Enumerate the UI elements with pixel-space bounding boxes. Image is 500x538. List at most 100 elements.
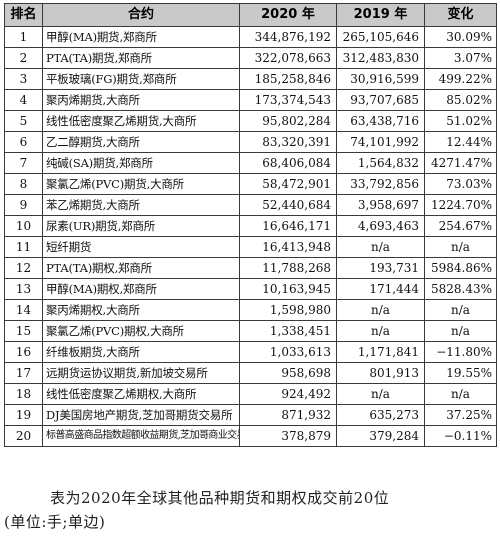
rank-cell: 8 [4,173,43,195]
contract-name-cell: 远期货运协议期货,新加坡交易所 [42,362,240,384]
table-row: 9 苯乙烯期货,大商所 52,440,684 3,958,697 1224.70% [4,194,497,216]
contract-name-cell: 尿素(UR)期货,郑商所 [42,215,240,237]
contract-name-cell: 标普高盛商品指数超额收益期货,芝加哥商业交易所 [42,425,240,447]
contract-name-cell: 平板玻璃(FG)期货,郑商所 [42,68,240,90]
table-row: 18 线性低密度聚乙烯期权,大商所 924,492 n/a n/a [4,383,497,405]
volume-2019-cell: 635,273 [336,404,425,426]
volume-2020-cell: 52,440,684 [239,194,337,216]
header-2019: 2019 年 [336,3,425,27]
table-row: 17 远期货运协议期货,新加坡交易所 958,698 801,913 19.55% [4,362,497,384]
change-cell: −0.11% [424,425,497,447]
table-row: 14 聚丙烯期权,大商所 1,598,980 n/a n/a [4,299,497,321]
table-caption: 表为2020年全球其他品种期货和期权成交前20位 (单位:手;单边) [4,486,496,534]
change-cell: 37.25% [424,404,497,426]
volume-2019-cell: 171,444 [336,278,425,300]
change-cell: n/a [424,299,497,321]
rank-cell: 2 [4,47,43,69]
caption-title: 表为2020年全球其他品种期货和期权成交前20位 [50,489,390,507]
header-change: 变化 [424,3,497,27]
table-row: 13 甲醇(MA)期权,郑商所 10,163,945 171,444 5828.43% [4,278,497,300]
change-cell: 254.67% [424,215,497,237]
rank-cell: 14 [4,299,43,321]
rank-cell: 15 [4,320,43,342]
volume-2019-cell: 312,483,830 [336,47,425,69]
change-cell: 5828.43% [424,278,497,300]
volume-2019-cell: 193,731 [336,257,425,279]
table-row: 16 纤维板期货,大商所 1,033,613 1,171,841 −11.80% [4,341,497,363]
rank-cell: 3 [4,68,43,90]
table-row: 6 乙二醇期货,大商所 83,320,391 74,101,992 12.44% [4,131,497,153]
change-cell: 1224.70% [424,194,497,216]
change-cell: 30.09% [424,26,497,48]
table-row: 8 聚氯乙烯(PVC)期货,大商所 58,472,901 33,792,856 73.0… [4,173,497,195]
volume-2020-cell: 871,932 [239,404,337,426]
rank-cell: 11 [4,236,43,258]
volume-2019-cell: n/a [336,299,425,321]
volume-2020-cell: 83,320,391 [239,131,337,153]
volume-2020-cell: 185,258,846 [239,68,337,90]
volume-2019-cell: 1,171,841 [336,341,425,363]
rank-cell: 13 [4,278,43,300]
volume-2020-cell: 11,788,268 [239,257,337,279]
volume-2020-cell: 322,078,663 [239,47,337,69]
contract-name-cell: 聚丙烯期权,大商所 [42,299,240,321]
volume-2020-cell: 958,698 [239,362,337,384]
header-rank: 排名 [4,3,43,27]
table-row: 7 纯碱(SA)期货,郑商所 68,406,084 1,564,832 4271.47% [4,152,497,174]
change-cell: n/a [424,320,497,342]
volume-2019-cell: 379,284 [336,425,425,447]
contract-name-cell: 聚氯乙烯(PVC)期货,大商所 [42,173,240,195]
volume-2019-cell: 93,707,685 [336,89,425,111]
volume-2019-cell: n/a [336,383,425,405]
table-row: 2 PTA(TA)期货,郑商所 322,078,663 312,483,830 3.07… [4,47,497,69]
change-cell: 19.55% [424,362,497,384]
volume-2020-cell: 10,163,945 [239,278,337,300]
rank-cell: 1 [4,26,43,48]
change-cell: −11.80% [424,341,497,363]
volume-2020-cell: 58,472,901 [239,173,337,195]
table-row: 19 DJ美国房地产期货,芝加哥期货交易所 871,932 635,273 37.25% [4,404,497,426]
ranking-table-container: 排名 合约 2020 年 2019 年 变化 1 甲醇(MA)期货,郑商所 344,… [4,3,497,447]
volume-2020-cell: 1,338,451 [239,320,337,342]
volume-2019-cell: 3,958,697 [336,194,425,216]
contract-name-cell: 乙二醇期货,大商所 [42,131,240,153]
table-row: 15 聚氯乙烯(PVC)期权,大商所 1,338,451 n/a n/a [4,320,497,342]
volume-2019-cell: n/a [336,320,425,342]
contract-name-cell: 短纤期货 [42,236,240,258]
rank-cell: 16 [4,341,43,363]
table-row: 11 短纤期货 16,413,948 n/a n/a [4,236,497,258]
change-cell: 5984.86% [424,257,497,279]
contract-name-cell: 纤维板期货,大商所 [42,341,240,363]
rank-cell: 9 [4,194,43,216]
volume-2020-cell: 924,492 [239,383,337,405]
change-cell: 51.02% [424,110,497,132]
volume-2019-cell: 30,916,599 [336,68,425,90]
table-row: 5 线性低密度聚乙烯期货,大商所 95,802,284 63,438,716 51.02… [4,110,497,132]
rank-cell: 10 [4,215,43,237]
contract-name-cell: 纯碱(SA)期货,郑商所 [42,152,240,174]
rank-cell: 19 [4,404,43,426]
change-cell: 85.02% [424,89,497,111]
header-contract: 合约 [42,3,240,27]
volume-2019-cell: n/a [336,236,425,258]
contract-name-cell: 甲醇(MA)期货,郑商所 [42,26,240,48]
change-cell: 73.03% [424,173,497,195]
contract-name-cell: PTA(TA)期权,郑商所 [42,257,240,279]
volume-2020-cell: 344,876,192 [239,26,337,48]
contract-name-cell: DJ美国房地产期货,芝加哥期货交易所 [42,404,240,426]
table-body: 1 甲醇(MA)期货,郑商所 344,876,192 265,105,646 30.09… [4,26,497,447]
rank-cell: 20 [4,425,43,447]
contract-name-cell: 甲醇(MA)期权,郑商所 [42,278,240,300]
rank-cell: 4 [4,89,43,111]
table-row: 20 标普高盛商品指数超额收益期货,芝加哥商业交易所 378,879 379,284−… [4,425,497,447]
table-row: 1 甲醇(MA)期货,郑商所 344,876,192 265,105,646 30.09… [4,26,497,48]
volume-2020-cell: 95,802,284 [239,110,337,132]
rank-cell: 7 [4,152,43,174]
change-cell: 3.07% [424,47,497,69]
rank-cell: 5 [4,110,43,132]
table-row: 3 平板玻璃(FG)期货,郑商所 185,258,846 30,916,599 499.… [4,68,497,90]
table-header-row: 排名 合约 2020 年 2019 年 变化 [4,3,497,27]
header-2020: 2020 年 [239,3,337,27]
volume-2019-cell: 1,564,832 [336,152,425,174]
contract-name-cell: 线性低密度聚乙烯期货,大商所 [42,110,240,132]
